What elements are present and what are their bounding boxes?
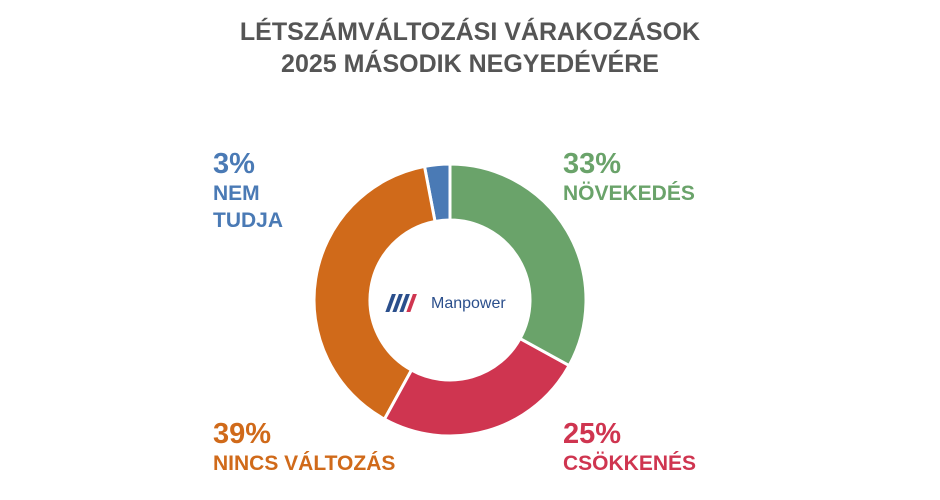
value-label: 3% — [213, 148, 255, 180]
slice-label: 3% NEM TUDJA — [213, 148, 303, 234]
slice-label: 25% CSÖKKENÉS — [563, 418, 783, 477]
donut-slice — [382, 336, 572, 438]
logo: Manpower — [385, 294, 506, 312]
chart-title: LÉTSZÁMVÁLTOZÁSI VÁRAKOZÁSOK — [239, 18, 701, 46]
category-label: CSÖKKENÉS — [563, 452, 697, 475]
slice-label: 33% NÖVEKEDÉS — [563, 148, 783, 207]
value-label: 25% — [563, 418, 622, 450]
category-label: NINCS VÁLTOZÁS — [213, 452, 396, 475]
slice-label: 39% NINCS VÁLTOZÁS — [213, 418, 473, 477]
logo-text: Manpower — [431, 295, 506, 312]
category-label: NEM TUDJA — [213, 182, 284, 232]
donut-slice — [312, 164, 437, 422]
donut-slice — [448, 162, 588, 368]
value-label: 33% — [563, 148, 622, 180]
value-label: 39% — [213, 418, 272, 450]
chart-subtitle: 2025 MÁSODIK NEGYEDÉVÉRE — [281, 50, 659, 78]
category-label: NÖVEKEDÉS — [563, 182, 695, 205]
